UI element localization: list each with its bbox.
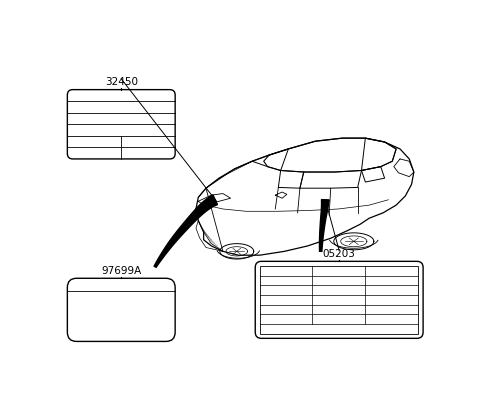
Text: 32450: 32450 bbox=[105, 77, 138, 87]
Text: 97699A: 97699A bbox=[101, 266, 142, 276]
Text: 05203: 05203 bbox=[323, 249, 356, 259]
Polygon shape bbox=[320, 200, 329, 251]
Polygon shape bbox=[154, 195, 217, 267]
Bar bbox=[260, 266, 419, 334]
